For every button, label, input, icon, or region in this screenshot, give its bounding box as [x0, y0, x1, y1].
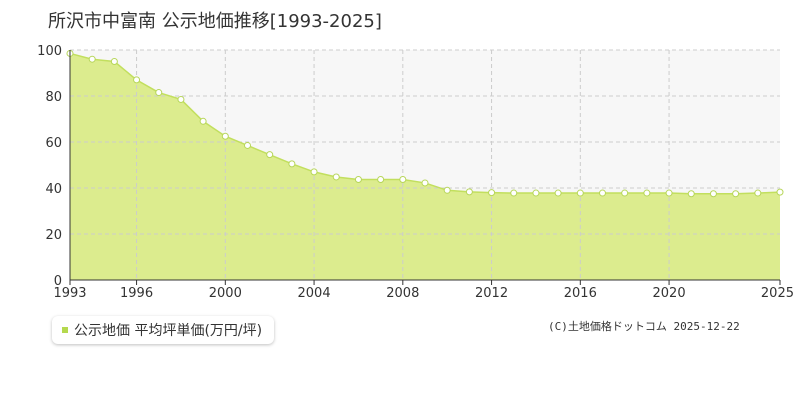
data-point — [488, 189, 496, 197]
data-point — [754, 189, 762, 197]
data-point — [621, 189, 629, 197]
legend-swatch — [62, 327, 68, 333]
data-point — [732, 190, 740, 198]
data-point — [377, 175, 385, 183]
x-tick-label: 1996 — [120, 286, 153, 301]
data-point — [665, 189, 673, 197]
legend-label: 公示地価 平均坪単価(万円/坪) — [74, 323, 263, 339]
data-point — [88, 55, 96, 63]
x-tick-label: 1993 — [53, 286, 86, 301]
y-tick-label: 40 — [45, 182, 62, 197]
data-point — [310, 168, 318, 176]
data-point — [776, 188, 784, 196]
x-tick-label: 2016 — [564, 286, 597, 301]
data-point — [687, 190, 695, 198]
data-point — [399, 175, 407, 183]
data-point — [221, 132, 229, 140]
data-point — [110, 58, 118, 65]
y-tick-label: 60 — [45, 136, 62, 151]
data-point — [599, 189, 606, 197]
data-point — [177, 95, 185, 103]
credit-text: (C)土地価格ドットコム 2025-12-22 — [548, 320, 740, 333]
data-point — [244, 141, 251, 149]
y-tick-label: 100 — [37, 44, 62, 59]
chart-title: 所沢市中富南 公示地価推移[1993-2025] — [48, 11, 382, 32]
x-tick-label: 2025 — [761, 286, 794, 301]
series-area — [70, 53, 780, 281]
y-tick-label: 0 — [54, 274, 62, 289]
x-tick-label: 2012 — [475, 286, 508, 301]
x-tick-label: 2020 — [653, 286, 686, 301]
data-point — [465, 188, 473, 196]
y-tick-label: 20 — [45, 228, 62, 243]
x-tick-label: 2008 — [386, 286, 419, 301]
data-point — [532, 189, 540, 197]
data-point — [155, 89, 163, 97]
data-point — [643, 189, 651, 197]
legend: 公示地価 平均坪単価(万円/坪) — [52, 316, 275, 344]
data-point — [576, 189, 584, 197]
plot-area: 0 20 40 60 80 100 1993 1996 2000 2004 2008 2012 2016… — [37, 44, 794, 301]
x-tick-label: 2000 — [209, 286, 242, 301]
data-point — [510, 189, 518, 197]
data-point — [199, 117, 207, 125]
data-point — [421, 179, 429, 187]
data-point — [266, 151, 274, 159]
x-tick-label: 2004 — [298, 286, 331, 301]
data-point — [354, 175, 362, 183]
data-point — [443, 186, 451, 194]
data-point — [288, 160, 296, 168]
data-point — [332, 173, 340, 181]
data-point — [554, 189, 562, 197]
data-point — [133, 76, 141, 84]
y-tick-label: 80 — [45, 90, 62, 105]
data-point — [709, 190, 717, 198]
